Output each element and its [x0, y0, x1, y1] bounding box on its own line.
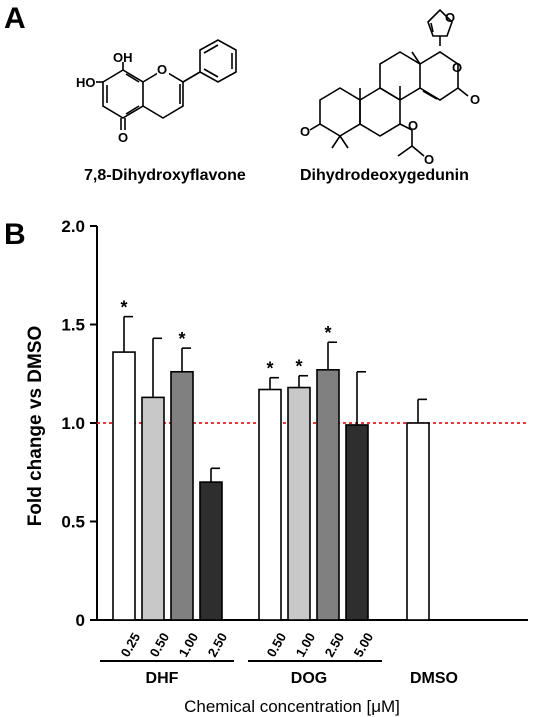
y-tick-label: 1.0 [61, 414, 85, 433]
bar [287, 386, 311, 621]
atom-oh-8: OH [113, 50, 133, 65]
x-tick-label: 0.25 [118, 630, 144, 659]
atom-o-ketone: O [300, 124, 310, 139]
panel-b-label: B [4, 218, 26, 251]
atom-o-lactone-ring: O [452, 60, 462, 75]
group-label: DOG [291, 670, 327, 687]
dihydrodeoxygedunin-structure [309, 8, 469, 157]
bar [170, 370, 194, 621]
y-tick-label: 2.0 [61, 217, 85, 236]
x-tick-label: 1.00 [176, 630, 202, 659]
atom-o-acetyl: O [424, 152, 434, 167]
atom-o-ester: O [408, 118, 418, 133]
x-tick-label: 1.00 [293, 630, 319, 659]
bar [258, 388, 282, 621]
x-tick-label: 5.00 [351, 630, 377, 659]
significance-star: * [120, 298, 127, 318]
atom-o-carbonyl: O [118, 130, 128, 145]
bar [112, 351, 136, 621]
y-tick-label: 0 [76, 611, 85, 630]
y-axis-label: Fold change vs DMSO [25, 326, 46, 527]
x-tick-label: 0.50 [264, 630, 290, 659]
x-tick-label: 2.50 [322, 630, 348, 659]
y-tick-label: 1.5 [61, 316, 85, 335]
atom-ho-7: HO [76, 75, 96, 90]
group-label: DMSO [410, 670, 458, 687]
atom-o-furan: O [445, 10, 455, 25]
x-tick-label: 0.50 [147, 630, 173, 659]
atom-o-ring: O [157, 62, 167, 77]
significance-star: * [178, 329, 185, 349]
significance-star: * [324, 323, 331, 343]
compound-1-name: 7,8-Dihydroxyflavone [84, 167, 246, 184]
bar [199, 481, 223, 621]
bar [406, 422, 430, 621]
bar [141, 396, 165, 621]
x-tick-label: 2.50 [205, 630, 231, 659]
y-tick-label: 0.5 [61, 513, 85, 532]
bar [345, 424, 369, 621]
significance-star: * [266, 359, 273, 379]
panel-a-label: A [4, 2, 26, 35]
compound-2-name: Dihydrodeoxygedunin [300, 167, 469, 184]
bar [316, 369, 340, 621]
atom-o-lactone-carbonyl: O [470, 92, 480, 107]
group-label: DHF [146, 670, 179, 687]
bars-layer [112, 315, 430, 621]
x-axis-label: Chemical concentration [μM] [184, 697, 400, 716]
significance-star: * [295, 357, 302, 377]
